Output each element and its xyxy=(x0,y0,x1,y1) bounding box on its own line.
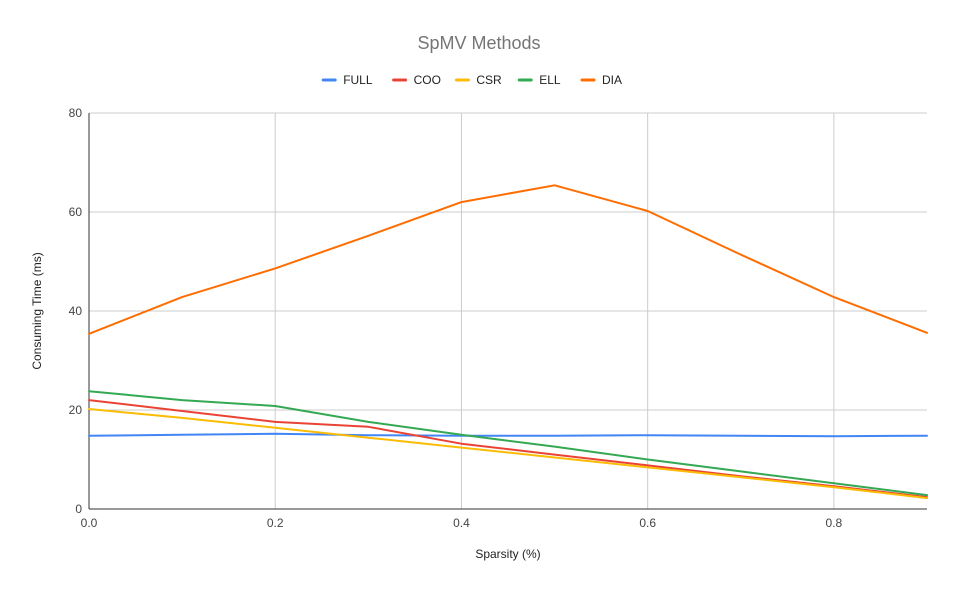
legend-item-csr: CSR xyxy=(454,73,502,87)
grid xyxy=(89,112,927,509)
legend-label: DIA xyxy=(602,73,622,87)
chart-title: SpMV Methods xyxy=(417,33,540,53)
y-tick-label: 0 xyxy=(75,502,82,516)
x-tick-label: 0.2 xyxy=(267,516,284,530)
x-tick-label: 0.8 xyxy=(826,516,843,530)
series-lines xyxy=(88,184,928,500)
legend-item-dia: DIA xyxy=(580,73,622,87)
y-axis-label: Consuming Time (ms) xyxy=(30,252,44,369)
legend-item-ell: ELL xyxy=(517,73,561,87)
axes xyxy=(88,113,927,510)
legend-label: CSR xyxy=(476,73,502,87)
series-line-full xyxy=(88,432,928,438)
series-line-csr xyxy=(88,408,928,500)
y-tick-label: 20 xyxy=(69,403,83,417)
x-tick-label: 0.0 xyxy=(81,516,98,530)
y-tick-label: 60 xyxy=(69,205,83,219)
y-tick-label: 80 xyxy=(69,106,83,120)
series-line-ell xyxy=(88,390,928,497)
legend-label: COO xyxy=(414,73,441,87)
x-tick-label: 0.4 xyxy=(453,516,470,530)
y-tick-label: 40 xyxy=(69,304,83,318)
legend-label: FULL xyxy=(343,73,373,87)
tick-labels: 0 20 40 60 80 0.0 0.2 0.4 0.6 0.8 xyxy=(69,106,843,530)
legend: FULL COO CSR ELL DIA xyxy=(321,73,622,87)
legend-item-full: FULL xyxy=(321,73,373,87)
series-line-dia xyxy=(88,184,928,335)
x-axis-label: Sparsity (%) xyxy=(475,547,540,561)
legend-label: ELL xyxy=(539,73,561,87)
x-tick-label: 0.6 xyxy=(639,516,656,530)
legend-item-coo: COO xyxy=(392,73,441,87)
series-line-coo xyxy=(88,399,928,499)
